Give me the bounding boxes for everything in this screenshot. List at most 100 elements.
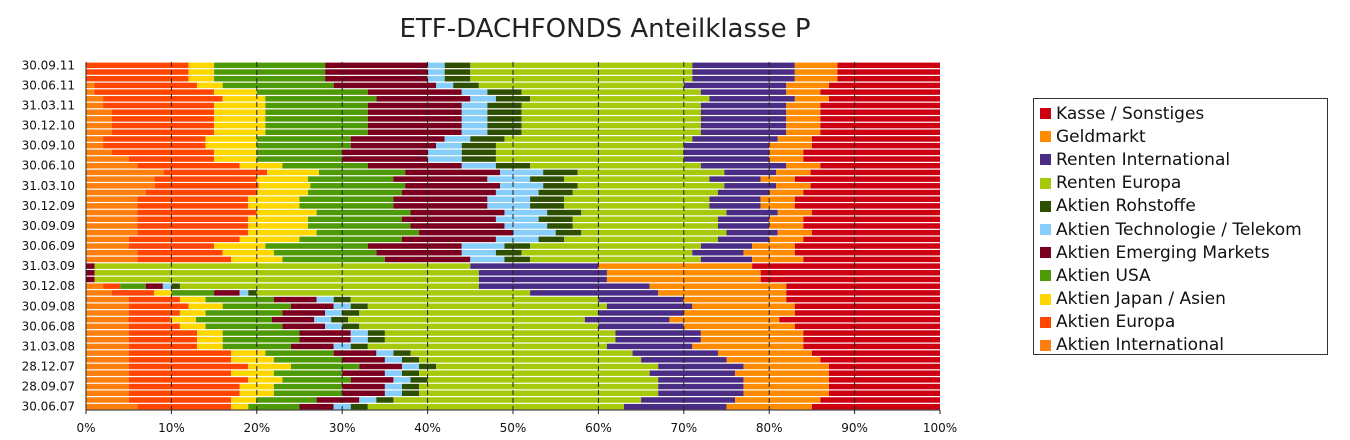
bar-segment [760,196,795,202]
bar-segment [495,156,684,162]
legend-swatch [1040,270,1051,282]
bar-segment [265,122,368,129]
bar-segment [495,142,684,149]
bar-segment [128,336,198,343]
bar-segment [359,323,599,330]
bar-segment [786,122,821,129]
bar-segment [521,116,701,122]
bar-segment [401,357,420,363]
bar-segment [786,89,821,95]
bar-segment [128,390,240,397]
bar-segment [786,162,821,169]
bar-segment [470,256,505,263]
bar-segment [828,82,940,89]
bar-segment [86,75,189,82]
bar-segment [709,203,761,209]
bar-segment [427,156,462,162]
bar-segment [615,330,701,336]
bar-segment [86,136,104,142]
bar-segment [179,310,206,316]
bar-segment [743,390,829,397]
legend-label: Geldmarkt [1056,126,1146,147]
bar-segment [692,69,795,75]
bar-segment [342,390,385,397]
bar-segment [350,377,394,383]
bar-segment [669,316,780,323]
bar-segment [342,310,360,316]
bar-segment [453,82,479,89]
x-tick-label: 20% [243,421,270,435]
bar-segment [170,316,196,323]
bar-segment [760,276,940,283]
bar-segment [86,89,95,95]
bar-segment [267,169,319,176]
bar-segment [743,249,795,256]
bar-segment [299,330,351,336]
y-tick-label: 31.03.10 [22,179,75,193]
bar-segment [86,290,112,296]
bar-segment [86,102,104,109]
bar-segment [318,169,406,176]
bar-segment [726,357,821,363]
bar-segment [179,296,206,303]
bar-segment [171,283,180,289]
legend-label: Aktien Europa [1056,312,1176,333]
bar-segment [222,96,266,102]
bar-segment [376,249,462,256]
legend-label: Renten International [1056,149,1231,170]
bar-segment [137,209,257,216]
bar-segment [137,249,223,256]
bar-segment [803,223,940,229]
bar-segment [487,89,522,95]
bar-segment [222,336,300,343]
bar-segment [350,343,368,350]
bar-segment [350,336,368,343]
chart-title: ETF-DACHFONDS Anteilklasse P [399,14,810,44]
x-tick-label: 100% [923,421,957,435]
bar-segment [803,330,940,336]
bar-segment [786,290,940,296]
legend-label: Aktien Technologie / Telekom [1056,219,1302,240]
legend-item: Aktien USA [1040,264,1327,287]
bar-segment [188,75,215,82]
bar-segment [282,310,326,316]
bar-segment [128,303,189,310]
bar-segment [86,203,138,209]
bar-segment [331,316,349,323]
bar-segment [188,62,215,69]
legend-item: Kasse / Sonstiges [1040,102,1327,125]
bar-segment [214,109,266,115]
bar-segment [273,383,343,390]
legend-item: Aktien Rohstoffe [1040,195,1327,218]
bar-segment [683,323,795,330]
bar-segment [572,223,718,229]
bar-segment [543,169,578,176]
bar-segment [598,263,753,269]
bar-segment [239,290,249,296]
bar-segment [86,162,138,169]
bar-segment [581,209,727,216]
bar-segment [530,176,565,182]
bar-segment [794,310,940,316]
bar-segment [495,249,522,256]
bar-segment [700,109,787,115]
bar-segment [794,176,940,182]
bar-segment [316,397,360,403]
bar-segment [214,69,326,75]
bar-segment [726,209,778,216]
bar-segment [794,196,940,202]
bar-segment [248,223,309,229]
bar-segment [769,216,804,223]
y-tick-label: 28.12.07 [22,360,75,374]
bar-segment [794,96,829,102]
bar-segment [726,229,778,236]
bar-segment [769,236,804,243]
bar-segment [86,303,129,310]
bar-segment [487,122,522,129]
y-tick-label: 31.03.09 [22,259,75,273]
bar-segment [111,109,215,115]
bar-segment [214,290,240,296]
bar-segment [504,209,548,216]
bar-segment [367,162,462,169]
bar-segment [214,102,266,109]
